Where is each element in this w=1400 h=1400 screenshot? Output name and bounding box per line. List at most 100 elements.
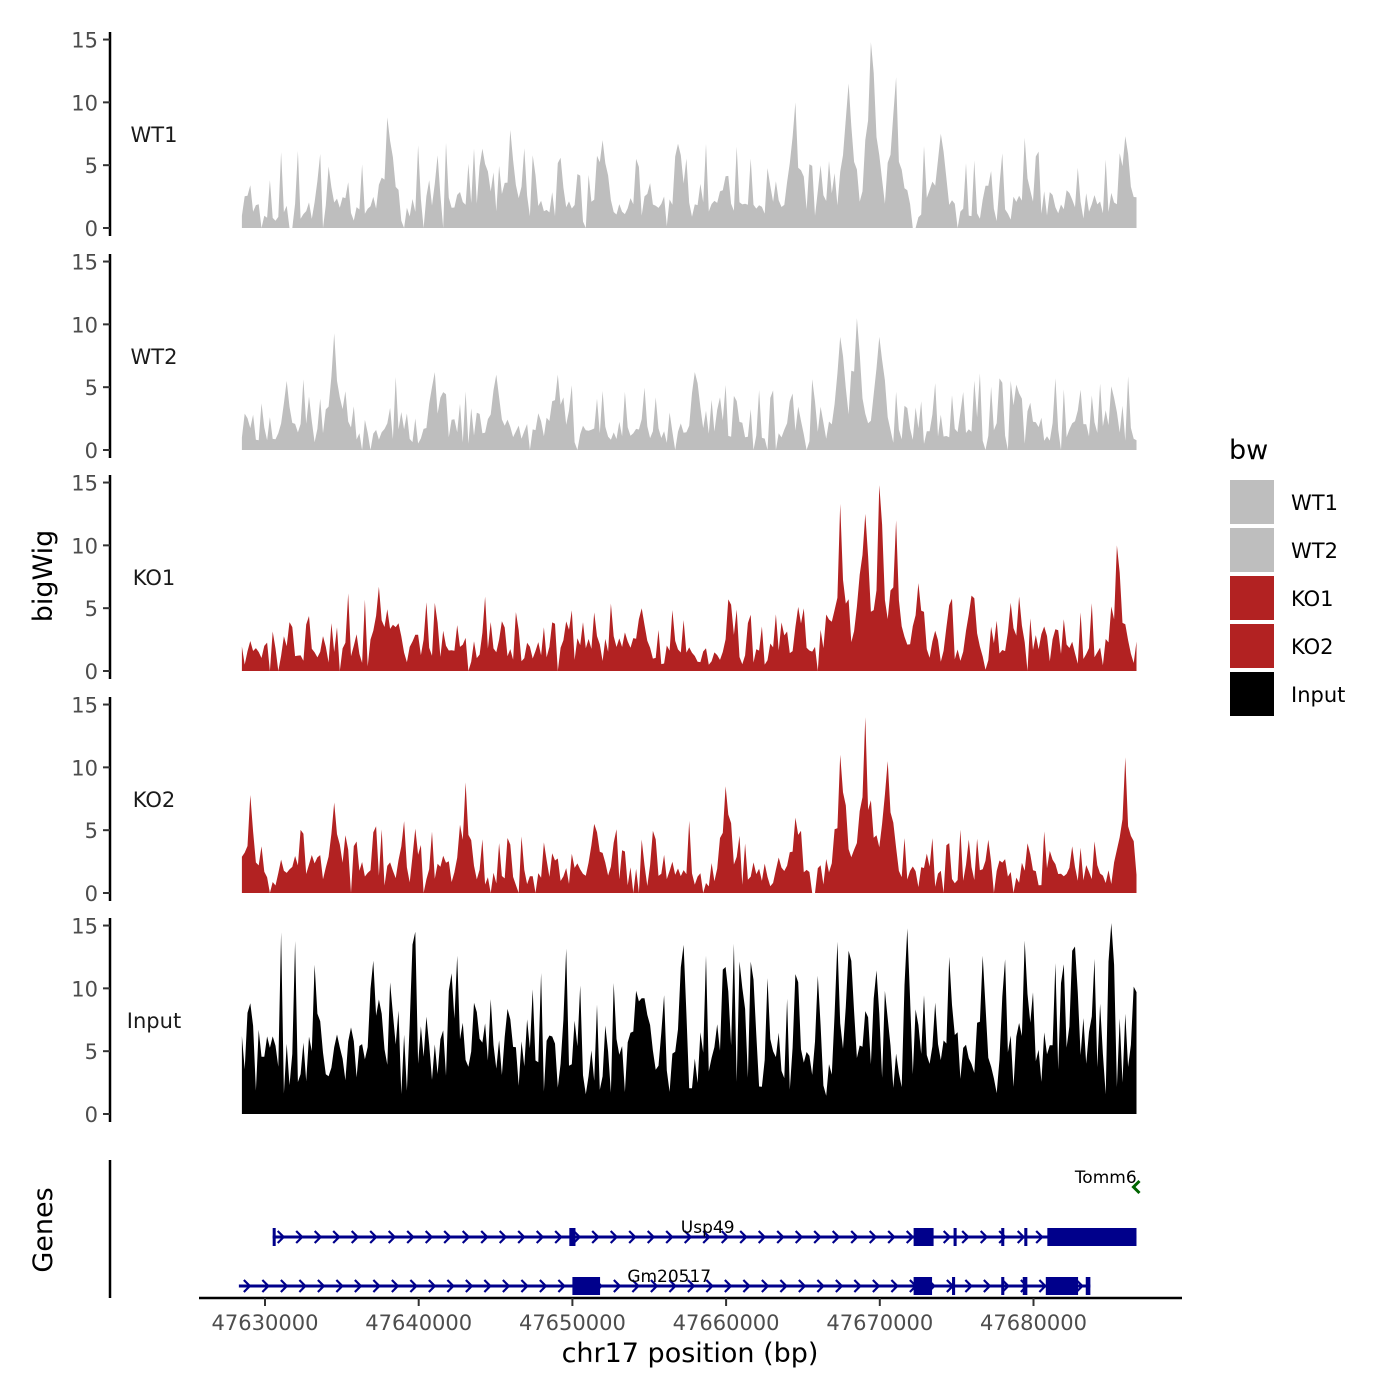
gene-strand-arrow	[979, 1230, 989, 1244]
track-label: Input	[127, 1009, 181, 1033]
gene-strand-arrow	[480, 1230, 489, 1244]
signal-area-ko1	[241, 485, 1137, 671]
signal-area-wt1	[241, 42, 1137, 228]
gene-strand-arrow	[557, 1279, 566, 1293]
gene-strand-arrow	[465, 1279, 474, 1293]
gene-strand-arrow	[628, 1230, 637, 1244]
signal-area-input	[241, 923, 1137, 1114]
gene-strand-arrow	[813, 1230, 822, 1244]
x-tick-label: 47660000	[673, 1311, 780, 1335]
gene-strand-arrow	[705, 1279, 714, 1293]
gene-exon	[913, 1228, 934, 1246]
gene-strand-arrow	[983, 1279, 992, 1293]
gene-exon	[1045, 1277, 1079, 1295]
gene-exon	[569, 1228, 576, 1246]
genes-panel: Genes Tomm6 Usp49 Gm20517	[28, 1160, 1141, 1298]
gene-strand-arrow	[1001, 1279, 1010, 1293]
y-tick-label: 15	[71, 29, 98, 53]
y-tick-label: 10	[71, 756, 98, 780]
gene-strand-arrow	[1131, 1179, 1141, 1195]
gene-strand-arrow	[631, 1279, 640, 1293]
gene-exon	[913, 1277, 933, 1295]
legend-item-wt2: WT2	[1230, 528, 1338, 572]
genes-panel-title: Genes	[28, 1187, 59, 1272]
gene-exon	[1024, 1228, 1028, 1246]
gene-strand-arrow	[572, 1230, 582, 1244]
y-tick-label: 0	[85, 660, 98, 684]
y-tick-label: 5	[85, 597, 98, 621]
legend-swatch	[1230, 672, 1274, 716]
gene-strand-arrow	[406, 1230, 415, 1244]
gene-strand-arrow	[613, 1279, 622, 1293]
gene-strand-arrow	[739, 1230, 748, 1244]
legend-swatch	[1230, 480, 1274, 524]
gene-exon	[572, 1277, 601, 1295]
x-axis: chr17 position (bp) 47630000 47640000 4765…	[199, 1296, 1182, 1369]
gene-exon	[1085, 1277, 1091, 1295]
gene-strand-arrow	[372, 1279, 381, 1293]
legend-item-ko1: KO1	[1230, 576, 1334, 620]
gene-strand-arrow	[261, 1279, 270, 1293]
gene-strand-arrow	[724, 1279, 733, 1293]
gene-usp49: Usp49	[272, 1218, 1137, 1246]
gene-strand-arrow	[872, 1279, 881, 1293]
gene-strand-arrow	[517, 1230, 526, 1244]
y-tick-label: 15	[71, 251, 98, 275]
legend-label: WT1	[1291, 491, 1338, 515]
gene-strand-arrow	[369, 1230, 378, 1244]
gene-label: Usp49	[681, 1218, 735, 1238]
gene-strand-arrow	[687, 1279, 696, 1293]
legend-label: WT2	[1291, 539, 1338, 563]
gene-strand-arrow	[280, 1279, 289, 1293]
gene-exon	[952, 1277, 956, 1295]
track-label: WT2	[131, 345, 178, 369]
gene-strand-arrow	[961, 1230, 970, 1244]
gene-strand-arrow	[354, 1279, 363, 1293]
y-tick-label: 15	[71, 694, 98, 718]
track-ko1: 0 5 10 15 KO1	[71, 472, 1137, 684]
gene-strand-arrow	[350, 1230, 360, 1244]
gene-strand-arrow	[668, 1279, 677, 1293]
gene-strand-arrow	[335, 1279, 344, 1293]
gene-strand-arrow	[609, 1230, 619, 1244]
gene-strand-arrow	[313, 1230, 323, 1244]
gene-strand-arrow	[742, 1279, 751, 1293]
y-tick-label: 10	[71, 977, 98, 1001]
gene-strand-arrow	[1075, 1279, 1084, 1293]
gene-strand-arrow	[391, 1279, 400, 1293]
legend-label: KO2	[1291, 635, 1334, 659]
legend-item-wt1: WT1	[1230, 480, 1338, 524]
x-axis-title: chr17 position (bp)	[562, 1338, 819, 1369]
track-label: KO2	[133, 788, 176, 812]
signal-tracks: 0 5 10 15 WT1 0 5 10 15 WT2 0 5 10 15 KO1 0 5 10 15 KO2 0 5 10…	[71, 29, 1137, 1127]
gene-strand-arrow	[483, 1279, 492, 1293]
y-tick-label: 0	[85, 439, 98, 463]
track-wt2: 0 5 10 15 WT2	[71, 251, 1137, 463]
gene-strand-arrow	[446, 1279, 455, 1293]
signal-area-ko2	[241, 717, 1137, 893]
gene-strand-arrow	[665, 1230, 674, 1244]
y-tick-label: 15	[71, 915, 98, 939]
x-tick-label: 47650000	[519, 1311, 626, 1335]
gene-strand-arrow	[498, 1230, 508, 1244]
legend-item-input: Input	[1230, 672, 1345, 716]
gene-strand-arrow	[905, 1230, 915, 1244]
gene-strand-arrow	[276, 1230, 286, 1244]
gene-strand-arrow	[1016, 1230, 1026, 1244]
gene-strand-arrow	[831, 1230, 841, 1244]
y-tick-label: 10	[71, 534, 98, 558]
gene-strand-arrow	[424, 1230, 434, 1244]
gene-strand-arrow	[646, 1230, 656, 1244]
legend-title: bw	[1229, 435, 1268, 466]
gene-strand-arrow	[243, 1279, 252, 1293]
track-label: WT1	[131, 123, 178, 147]
gene-exon	[272, 1228, 276, 1246]
y-tick-label: 10	[71, 313, 98, 337]
gene-tomm6: Tomm6	[1074, 1168, 1141, 1195]
gene-strand-arrow	[443, 1230, 452, 1244]
gene-strand-arrow	[1038, 1279, 1047, 1293]
gene-strand-arrow	[850, 1230, 859, 1244]
x-tick-label: 47680000	[980, 1311, 1087, 1335]
gene-strand-arrow	[964, 1279, 973, 1293]
